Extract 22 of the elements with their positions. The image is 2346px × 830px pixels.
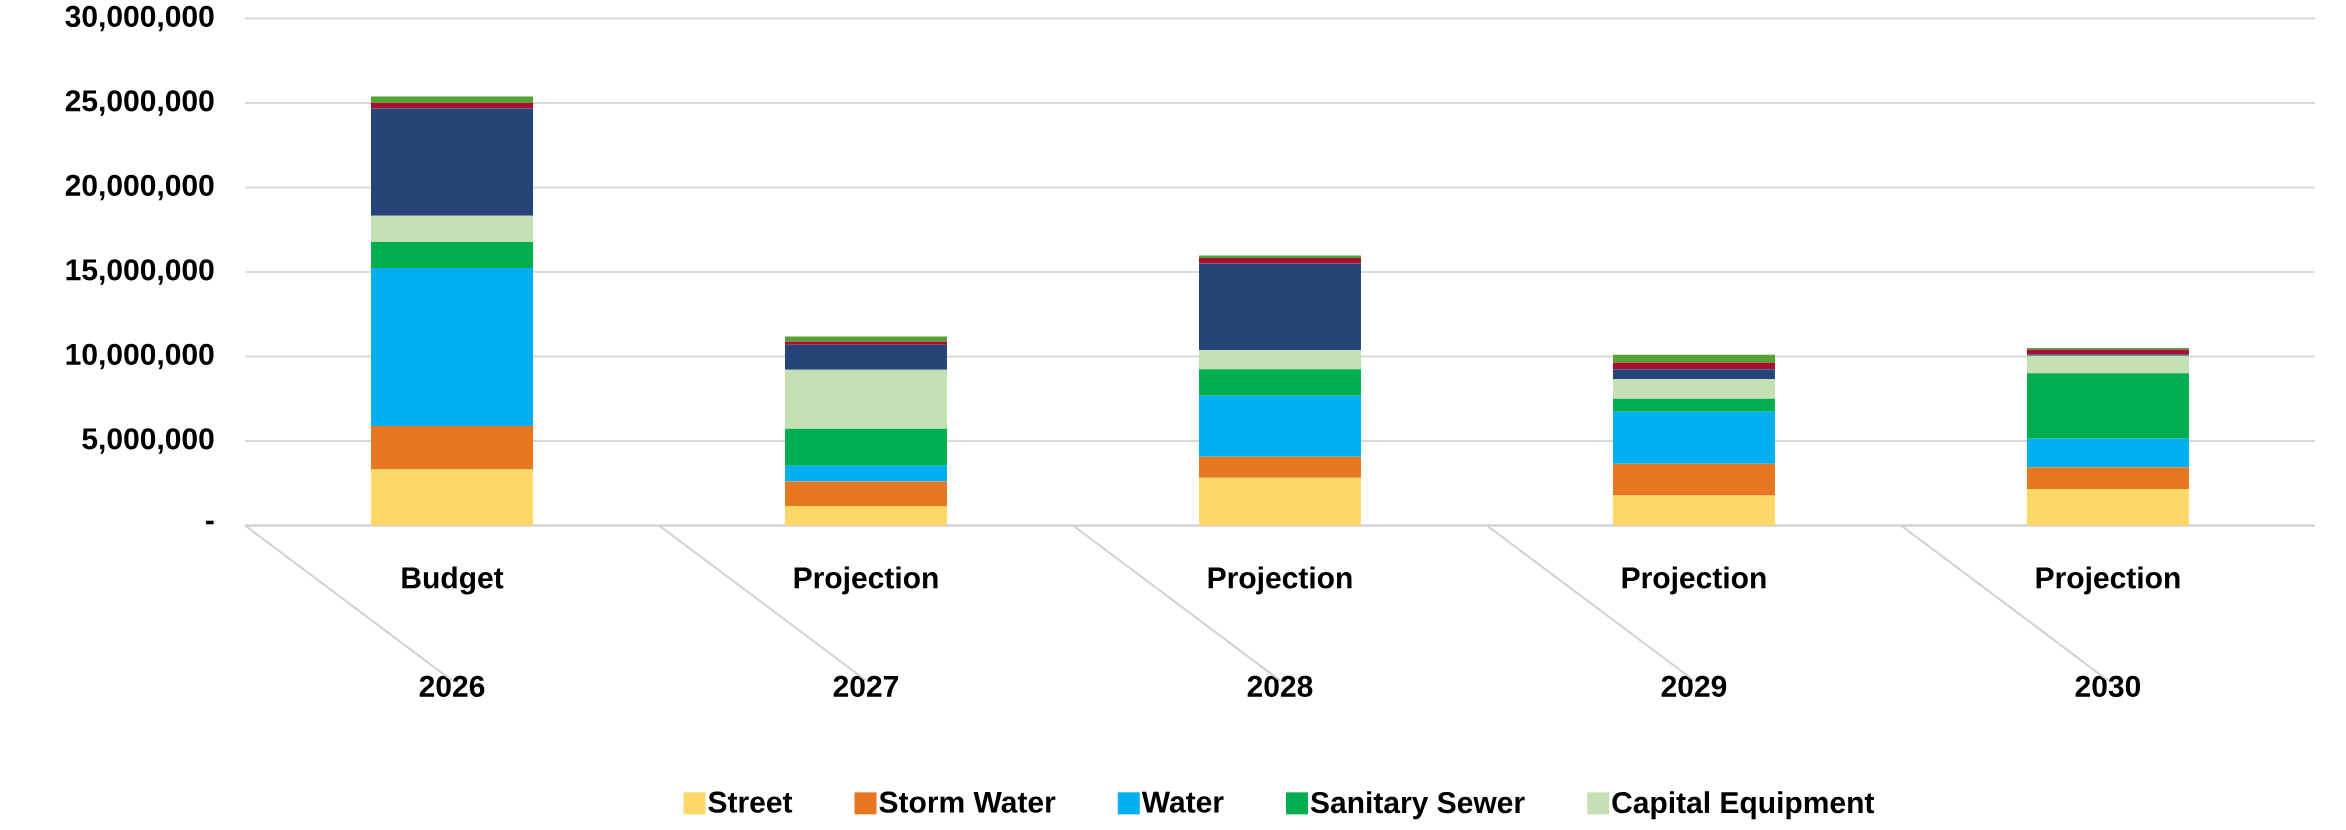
y-tick-label: 25,000,000 (65, 90, 214, 116)
legend-label: Street (708, 791, 793, 813)
y-tick-label: 30,000,000 (65, 5, 214, 32)
x-tick-label: 2027 (833, 675, 899, 697)
text: Budget (402, 566, 504, 595)
legend-label: Storm Water (879, 791, 1056, 813)
x-tick-label: 2028 (1247, 675, 1313, 697)
y-tick-label: 5,000,000 (82, 428, 214, 454)
legend-label: Capital Equipment (1612, 791, 1875, 820)
y-tick-label: 15,000,000 (66, 259, 214, 285)
x-tick-label: 2030 (2075, 675, 2141, 697)
text: Projection (2036, 566, 2180, 595)
legend-label: Sanitary Sewer (1310, 791, 1525, 820)
y-tick-label: - (206, 520, 214, 525)
x-tick-label: 2026 (419, 675, 485, 697)
y-tick-label: 10,000,000 (66, 343, 214, 370)
legend-label: Water (1141, 791, 1224, 813)
text: Projection (794, 566, 938, 595)
text: Projection (1208, 566, 1352, 595)
y-tick-label: 20,000,000 (65, 174, 214, 201)
x-tick-label: 2029 (1661, 675, 1727, 697)
text: Projection (1622, 566, 1766, 595)
